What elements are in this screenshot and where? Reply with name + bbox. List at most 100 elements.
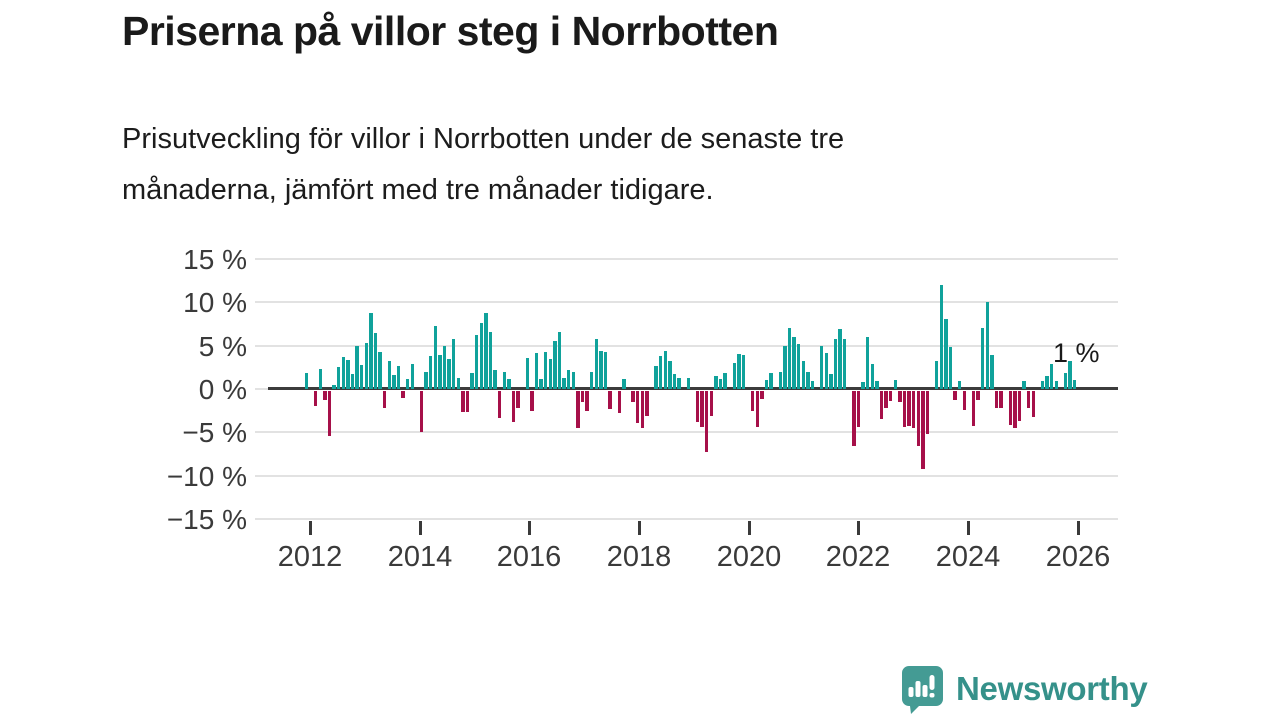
newsworthy-wordmark: Newsworthy [956,670,1148,707]
positive-bar [429,355,433,389]
positive-bar [337,367,341,389]
positive-bar [484,312,488,389]
positive-bar [686,377,690,389]
negative-bar [976,391,980,400]
positive-bar [981,328,985,389]
negative-bar [856,391,861,428]
positive-bar [507,379,511,389]
x-axis-label: 2018 [606,541,672,573]
positive-bar [603,351,608,389]
positive-bar [659,355,663,389]
positive-bar [548,359,552,389]
positive-bar [663,350,667,389]
positive-bar [622,379,626,389]
positive-bar [672,374,677,389]
positive-bar [990,355,994,389]
positive-bar [539,379,543,389]
x-axis-tick [1077,521,1080,535]
negative-bar [636,391,640,424]
positive-bar [741,355,746,389]
negative-bar [1013,391,1017,429]
positive-bar [438,355,442,389]
positive-bar [378,351,382,389]
positive-bar [861,382,865,389]
positive-bar [838,329,842,389]
negative-bar [921,391,925,470]
positive-bar [318,369,322,389]
negative-bar [419,391,424,432]
negative-bar [314,391,318,406]
negative-bar [994,391,999,408]
negative-bar [902,391,907,428]
positive-bar [714,375,718,389]
positive-bar [1068,361,1072,389]
positive-bar [364,342,368,389]
negative-bar [1017,391,1022,422]
x-axis-tick [638,521,641,535]
negative-bar [755,391,759,428]
negative-bar [898,391,902,403]
positive-bar [723,373,727,389]
positive-bar [479,322,483,389]
x-axis-label: 2014 [387,541,453,573]
negative-bar [1008,391,1012,425]
bar-chart-plot-area [255,258,1118,520]
negative-bar [879,391,884,419]
y-axis-label: 0 % [198,374,247,405]
positive-bar [893,380,897,389]
positive-bar [1045,375,1049,389]
positive-bar [304,373,309,389]
newsworthy-logo: Newsworthy [897,664,1148,714]
positive-bar [562,377,566,389]
positive-bar [801,361,805,389]
gridline [255,345,1118,347]
positive-bar [594,338,598,389]
negative-bar [383,391,387,408]
negative-bar [580,391,585,403]
positive-bar [1022,381,1026,389]
gridline [255,431,1118,433]
positive-bar [866,336,870,389]
x-axis-label: 2012 [277,541,343,573]
positive-bar [1073,380,1077,389]
negative-bar [327,391,332,437]
x-axis-label: 2020 [716,541,782,573]
x-axis-tick [309,521,312,535]
negative-bar [760,391,764,399]
negative-bar [700,391,704,428]
positive-bar [718,379,723,389]
positive-bar [985,302,989,389]
negative-bar [498,391,502,418]
x-axis-tick [857,521,860,535]
positive-bar [470,373,474,389]
positive-bar [1050,363,1054,389]
negative-bar [585,391,589,411]
positive-bar [1063,373,1068,389]
negative-bar [962,391,966,411]
positive-bar [553,341,557,389]
y-axis-label: −10 % [166,461,247,492]
positive-bar [475,335,479,389]
y-axis-label: −5 % [182,417,247,448]
positive-bar [341,356,345,389]
positive-bar [843,339,847,389]
x-axis-label: 2022 [825,541,891,573]
negative-bar [695,391,700,423]
negative-bar [645,391,649,417]
negative-bar [401,391,405,398]
positive-bar [829,374,833,389]
positive-bar [447,359,451,389]
negative-bar [889,391,893,401]
positive-bar [346,360,350,389]
positive-bar [792,336,796,389]
y-axis-label: −15 % [166,504,247,535]
positive-bar [875,381,879,389]
negative-bar [465,391,470,412]
gridline [255,258,1118,260]
newsworthy-chart-bubble-icon [897,664,945,714]
positive-bar [677,377,681,389]
positive-bar [944,319,948,389]
x-axis-label: 2024 [935,541,1001,573]
positive-bar [396,366,401,389]
positive-bar [668,361,672,389]
